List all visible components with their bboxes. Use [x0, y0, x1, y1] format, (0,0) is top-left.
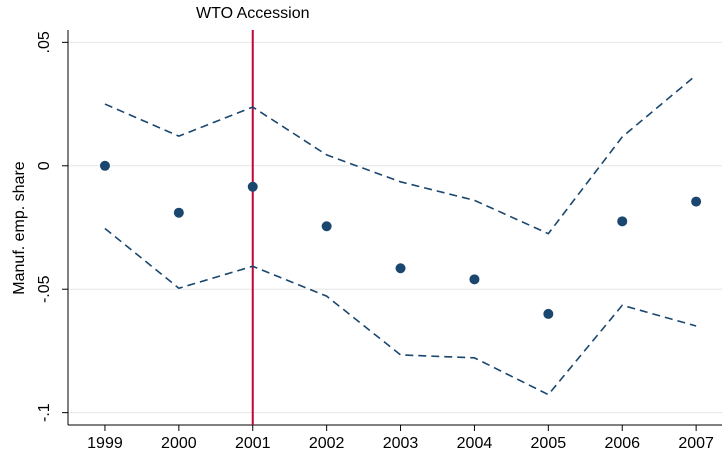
annotation: WTO Accession: [196, 5, 310, 22]
x-tick-label: 2005: [531, 435, 567, 452]
point: [99, 160, 110, 171]
confidence-line: [104, 74, 697, 235]
point: [173, 207, 184, 218]
point: [395, 263, 406, 274]
y-tick-label: -.1: [36, 403, 53, 422]
point: [469, 274, 480, 285]
x-tick-label: 1999: [87, 435, 123, 452]
x-tick-label: 2007: [678, 435, 714, 452]
y-tick-label: .05: [36, 31, 53, 53]
point: [543, 308, 554, 319]
point: [691, 196, 702, 207]
y-tick-label: -.05: [36, 275, 53, 303]
confidence-line: [104, 227, 697, 396]
point: [321, 221, 332, 232]
y-tick-label: 0: [36, 161, 53, 170]
x-tick-label: 2000: [161, 435, 197, 452]
x-tick-label: 2006: [604, 435, 640, 452]
point: [247, 181, 258, 192]
y-axis-label: Manuf. emp. share: [11, 161, 28, 295]
x-tick-label: 2004: [457, 435, 493, 452]
point: [617, 216, 628, 227]
x-tick-label: 2002: [309, 435, 345, 452]
x-tick-label: 2001: [235, 435, 271, 452]
x-tick-label: 2003: [383, 435, 419, 452]
